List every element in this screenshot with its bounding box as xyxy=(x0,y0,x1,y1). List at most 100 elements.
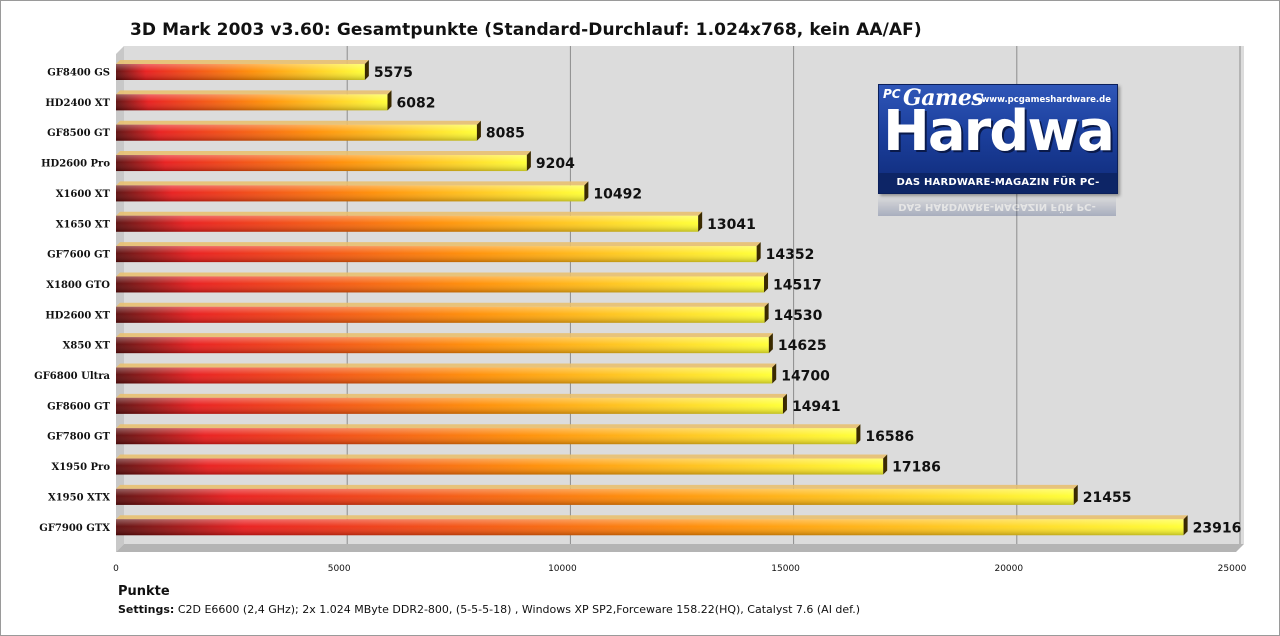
bar-end-cap xyxy=(768,333,773,354)
bar xyxy=(116,454,888,475)
value-label: 14941 xyxy=(792,399,841,415)
bar-shine xyxy=(116,185,585,202)
bar xyxy=(116,424,861,445)
x-tick-label: 15000 xyxy=(771,564,800,574)
x-tick-label: 10000 xyxy=(548,564,577,574)
x-tick-label: 5000 xyxy=(328,564,351,574)
x-axis-label: Punkte xyxy=(118,584,170,599)
bar-shine xyxy=(116,488,1074,505)
logo-brand-text: Hardware xyxy=(883,99,1117,164)
chart-title: 3D Mark 2003 v3.60: Gesamtpunkte (Standa… xyxy=(130,20,922,40)
bar-top-face xyxy=(116,363,777,368)
category-label: X1650 XT xyxy=(56,219,111,230)
bar xyxy=(116,90,392,111)
bar-shine xyxy=(116,306,765,323)
bar-top-face xyxy=(116,181,589,186)
logo-tagline: DAS HARDWARE-MAGAZIN FÜR PC-SPIELER xyxy=(879,173,1117,193)
bar xyxy=(116,120,481,141)
bar-end-cap xyxy=(476,120,481,141)
bar-shine xyxy=(116,124,477,141)
bar-end-cap xyxy=(698,211,703,232)
value-label: 13041 xyxy=(707,217,756,233)
pcgh-logo: PC Games www.pcgameshardware.de Hardware… xyxy=(878,84,1118,234)
category-label: X1950 Pro xyxy=(51,462,110,473)
bar-shine xyxy=(116,458,884,475)
bar-end-cap xyxy=(364,60,369,80)
value-label: 8085 xyxy=(486,126,525,142)
value-label: 16586 xyxy=(865,429,914,445)
bar-end-cap xyxy=(883,454,888,475)
category-label: GF8600 GT xyxy=(47,401,110,412)
bar-shine xyxy=(116,367,773,384)
bar-top-face xyxy=(116,242,761,247)
logo-url-text: www.pcgameshardware.de xyxy=(981,95,1111,105)
bar-end-cap xyxy=(856,424,861,445)
value-label: 17186 xyxy=(892,460,941,476)
settings-text: C2D E6600 (2,4 GHz); 2x 1.024 MByte DDR2… xyxy=(174,603,861,616)
bar xyxy=(116,211,703,232)
x-tick-label: 0 xyxy=(113,564,119,574)
bar-shine xyxy=(116,246,757,263)
settings-footnote: Settings: C2D E6600 (2,4 GHz); 2x 1.024 … xyxy=(118,603,860,616)
value-label: 5575 xyxy=(374,65,413,81)
value-label: 10492 xyxy=(593,186,642,202)
bar xyxy=(116,242,761,263)
value-label: 23916 xyxy=(1193,520,1242,536)
bar-end-cap xyxy=(1183,515,1188,536)
category-label: GF8400 GS xyxy=(47,68,110,79)
bar-end-cap xyxy=(387,90,392,111)
bar-shine xyxy=(116,215,699,232)
category-label: GF7900 GTX xyxy=(39,523,110,534)
value-label: 21455 xyxy=(1083,490,1132,506)
bar xyxy=(116,302,769,323)
category-label: X1600 XT xyxy=(56,189,111,200)
category-label: X850 XT xyxy=(63,341,111,352)
value-label: 14352 xyxy=(766,247,815,263)
category-label: HD2600 XT xyxy=(45,310,110,321)
bar-end-cap xyxy=(764,272,769,293)
bar xyxy=(116,484,1078,505)
bar-end-cap xyxy=(1073,484,1078,505)
bar-shine xyxy=(116,64,365,80)
bar xyxy=(116,393,787,414)
bar-shine xyxy=(116,337,769,354)
bar xyxy=(116,60,369,80)
value-label: 14517 xyxy=(773,277,822,293)
bar-end-cap xyxy=(526,151,531,172)
bar-end-cap xyxy=(584,181,589,202)
value-label: 9204 xyxy=(536,156,575,172)
bar xyxy=(116,333,773,354)
logo-games-text: Games xyxy=(903,85,984,111)
bar-shine xyxy=(116,519,1184,536)
bar-top-face xyxy=(116,333,773,338)
x-tick-label: 25000 xyxy=(1218,564,1247,574)
bar-top-face xyxy=(116,60,369,64)
category-label: X1950 XTX xyxy=(48,492,110,503)
bar-shine xyxy=(116,428,857,445)
category-label: HD2400 XT xyxy=(45,98,110,109)
category-label: GF6800 Ultra xyxy=(34,371,110,382)
category-label: X1800 GTO xyxy=(46,280,110,291)
logo-pc-text: PC xyxy=(883,87,901,101)
value-label: 6082 xyxy=(397,95,436,111)
value-label: 14625 xyxy=(778,338,827,354)
bar xyxy=(116,515,1188,536)
value-label: 14700 xyxy=(781,369,830,385)
bar-top-face xyxy=(116,302,769,307)
bar-top-face xyxy=(116,272,769,277)
bar-end-cap xyxy=(782,393,787,414)
bar-top-face xyxy=(116,515,1188,520)
settings-label: Settings: xyxy=(118,603,175,616)
bar-top-face xyxy=(116,90,392,95)
category-label: HD2600 Pro xyxy=(41,159,110,170)
x-tick-label: 20000 xyxy=(994,564,1023,574)
bar-shine xyxy=(116,276,765,293)
bar xyxy=(116,363,777,384)
bar-top-face xyxy=(116,211,703,216)
bar-end-cap xyxy=(756,242,761,263)
bar-shine xyxy=(116,397,783,414)
bar xyxy=(116,151,531,172)
bar-top-face xyxy=(116,484,1078,489)
bar-top-face xyxy=(116,393,787,398)
